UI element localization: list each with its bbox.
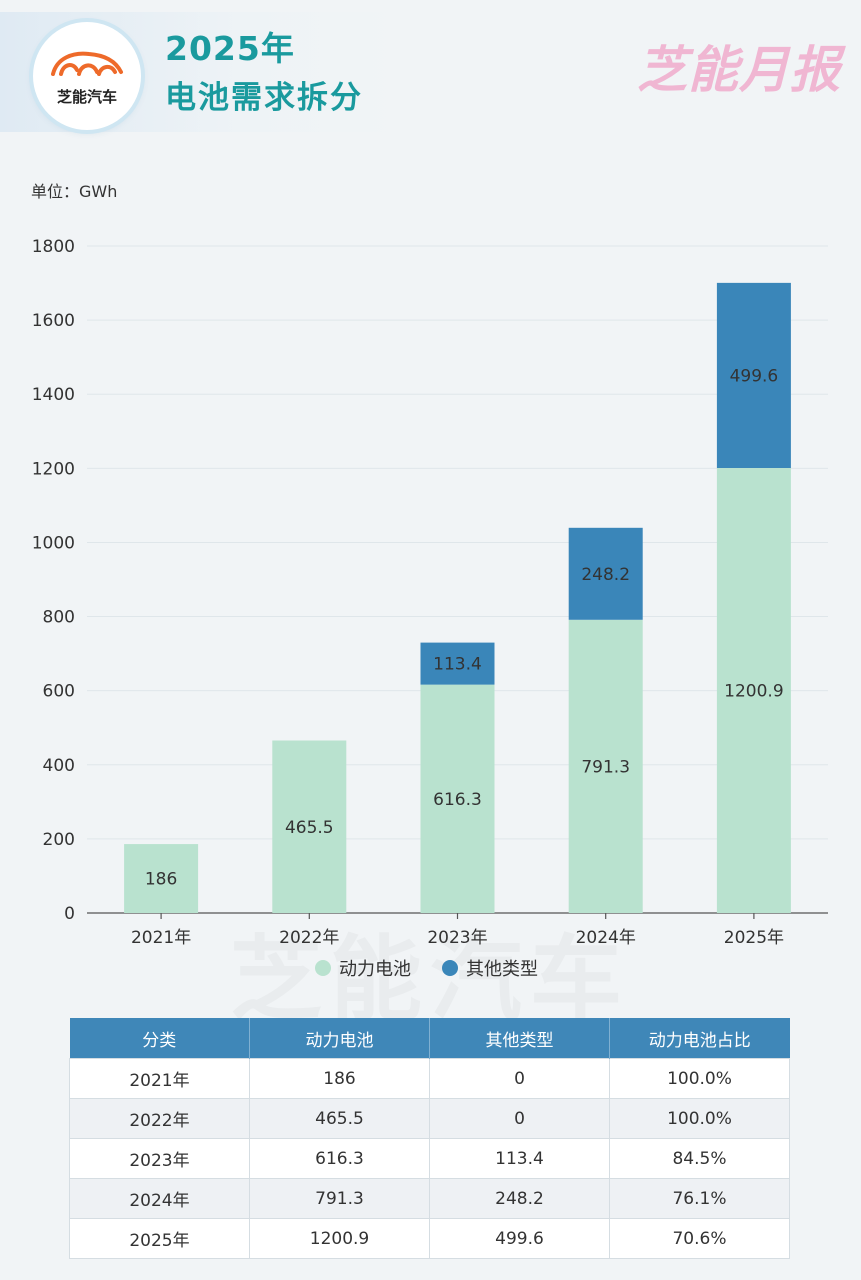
table-header-cell: 动力电池占比: [609, 1018, 790, 1059]
legend-label: 动力电池: [339, 959, 411, 980]
legend-other-types-icon: [442, 960, 458, 976]
table-header-cell: 分类: [69, 1018, 250, 1059]
data-label: 465.5: [285, 818, 334, 838]
stacked-bar-chart: 0 200 400 600 800 1000 1200 1400 1600 1800 186 2021…: [32, 237, 828, 980]
y-tick-label: 600: [43, 682, 75, 702]
y-tick-label: 1800: [32, 237, 75, 257]
table-cell: 186: [249, 1058, 430, 1099]
table-cell: 113.4: [429, 1138, 610, 1179]
data-label: 186: [145, 870, 177, 890]
data-label: 791.3: [581, 757, 630, 777]
table-cell: 2022年: [69, 1098, 250, 1139]
data-label: 616.3: [433, 790, 482, 810]
x-tick-label: 2022年: [279, 928, 339, 948]
car-logo-icon: [51, 51, 123, 76]
y-tick-label: 400: [43, 756, 75, 776]
table-cell: 76.1%: [609, 1178, 790, 1219]
table-cell: 2025年: [69, 1218, 250, 1259]
logo-text: 芝能汽车: [56, 88, 117, 106]
table-row: 2021年 186 0 100.0%: [69, 1058, 790, 1099]
x-tick-label: 2024年: [576, 928, 636, 948]
y-tick-label: 1000: [32, 533, 75, 553]
table-cell: 100.0%: [609, 1058, 790, 1099]
bar-power-battery: [716, 467, 791, 913]
data-label: 1200.9: [724, 681, 783, 701]
table-cell: 499.6: [429, 1218, 610, 1259]
table-cell: 465.5: [249, 1098, 430, 1139]
table-cell: 2021年: [69, 1058, 250, 1099]
table-cell: 70.6%: [609, 1218, 790, 1259]
table-row: 2023年 616.3 113.4 84.5%: [69, 1138, 790, 1179]
y-tick-label: 1200: [32, 459, 75, 479]
bar-power-battery: [420, 684, 495, 913]
logo: 芝能汽车: [33, 22, 141, 130]
bar-other-types: [716, 282, 791, 468]
table-cell: 84.5%: [609, 1138, 790, 1179]
table-cell: 2024年: [69, 1178, 250, 1219]
table-row: 2025年 1200.9 499.6 70.6%: [69, 1218, 790, 1259]
table-header-row: 分类 动力电池 其他类型 动力电池占比: [69, 1018, 790, 1059]
table-cell: 1200.9: [249, 1218, 430, 1259]
table-cell: 791.3: [249, 1178, 430, 1219]
page-title-year: 2025年: [165, 29, 295, 68]
y-tick-label: 800: [43, 608, 75, 628]
unit-label: 单位：GWh: [31, 182, 118, 201]
table-row: 2024年 791.3 248.2 76.1%: [69, 1178, 790, 1219]
table-cell: 0: [429, 1058, 610, 1099]
page-title: 电池需求拆分: [165, 80, 363, 116]
data-label: 248.2: [581, 565, 630, 585]
table-cell: 616.3: [249, 1138, 430, 1179]
header: 芝能汽车 2025年 电池需求拆分 芝能月报: [0, 0, 861, 150]
y-tick-label: 1400: [32, 385, 75, 405]
bar-other-types: [568, 527, 643, 620]
bar-power-battery: [272, 740, 347, 913]
legend-label: 其他类型: [466, 959, 538, 980]
table-cell: 248.2: [429, 1178, 610, 1219]
y-tick-label: 1600: [32, 311, 75, 331]
data-label: 499.6: [730, 366, 779, 386]
table-header-cell: 动力电池: [249, 1018, 430, 1059]
y-tick-label: 0: [64, 904, 75, 924]
y-tick-label: 200: [43, 830, 75, 850]
table-cell: 100.0%: [609, 1098, 790, 1139]
table-cell: 2023年: [69, 1138, 250, 1179]
table-header-cell: 其他类型: [429, 1018, 610, 1059]
data-label: 113.4: [433, 655, 482, 675]
bar-power-battery: [124, 844, 199, 913]
legend-power-battery-icon: [315, 960, 331, 976]
table-cell: 0: [429, 1098, 610, 1139]
brand-mark: 芝能月报: [637, 41, 841, 99]
table-row: 2022年 465.5 0 100.0%: [69, 1098, 790, 1139]
bar-power-battery: [568, 619, 643, 913]
x-tick-label: 2021年: [131, 928, 191, 948]
x-tick-label: 2023年: [427, 928, 487, 948]
x-tick-label: 2025年: [724, 928, 784, 948]
data-table: 分类 动力电池 其他类型 动力电池占比 2021年 186 0 100.0% 2…: [69, 1018, 790, 1259]
bar-other-types: [420, 642, 495, 685]
